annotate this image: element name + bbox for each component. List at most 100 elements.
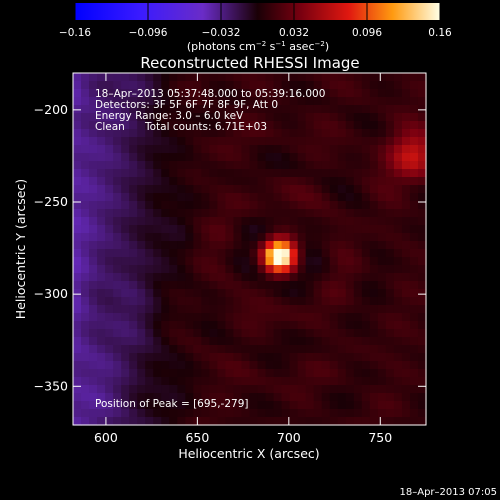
heatmap-cell <box>305 417 315 426</box>
heatmap-cell <box>385 241 395 250</box>
heatmap-cell <box>113 345 122 354</box>
heatmap-cell <box>257 313 267 322</box>
heatmap-cell <box>121 361 130 370</box>
heatmap-cell <box>105 353 114 362</box>
heatmap-cell <box>297 337 307 346</box>
heatmap-cell <box>289 249 299 258</box>
heatmap-cell <box>153 361 162 370</box>
heatmap-cell <box>361 401 371 410</box>
heatmap-cell <box>73 409 82 418</box>
heatmap-cell <box>233 297 243 306</box>
heatmap-cell <box>289 81 299 90</box>
heatmap-cell <box>345 377 355 386</box>
heatmap-cell <box>401 281 411 290</box>
heatmap-cell <box>225 313 235 322</box>
heatmap-cell <box>345 153 355 162</box>
heatmap-cell <box>361 369 371 378</box>
heatmap-cell <box>305 257 315 266</box>
heatmap-cell <box>105 265 114 274</box>
heatmap-cell <box>209 153 219 162</box>
heatmap-cell <box>121 225 130 234</box>
heatmap-cell <box>385 353 395 362</box>
heatmap-cell <box>105 337 114 346</box>
heatmap-cell <box>169 313 178 322</box>
heatmap-cell <box>105 193 114 202</box>
heatmap-cell <box>337 289 347 298</box>
heatmap-cell <box>321 201 331 210</box>
heatmap-cell <box>305 281 315 290</box>
heatmap-cell <box>97 353 106 362</box>
heatmap-cell <box>361 153 371 162</box>
heatmap-cell <box>393 401 403 410</box>
heatmap-cell <box>113 385 122 394</box>
heatmap-cell <box>329 121 339 130</box>
heatmap-cell <box>177 185 186 194</box>
heatmap-cell <box>393 369 403 378</box>
heatmap-cell <box>329 297 339 306</box>
heatmap-cell <box>281 265 291 274</box>
heatmap-cell <box>105 393 114 402</box>
heatmap-cell <box>225 281 235 290</box>
heatmap-cell <box>273 105 283 114</box>
heatmap-cell <box>337 225 347 234</box>
heatmap-cell <box>153 201 162 210</box>
heatmap-cell <box>97 289 106 298</box>
heatmap-cell <box>233 105 243 114</box>
heatmap-cell <box>337 113 347 122</box>
heatmap-cell <box>265 281 275 290</box>
heatmap-cell <box>409 265 419 274</box>
heatmap-cell <box>409 97 419 106</box>
heatmap-cell <box>105 409 114 418</box>
heatmap-cell <box>369 209 379 218</box>
heatmap-cell <box>385 281 395 290</box>
heatmap-cell <box>289 305 299 314</box>
heatmap-cell <box>281 321 291 330</box>
heatmap-cell <box>353 305 363 314</box>
heatmap-cell <box>249 145 259 154</box>
heatmap-cell <box>185 281 194 290</box>
heatmap-cell <box>225 321 235 330</box>
heatmap-cell <box>401 417 411 426</box>
heatmap-cell <box>281 281 291 290</box>
heatmap-cell <box>121 313 130 322</box>
heatmap-cell <box>81 377 90 386</box>
heatmap-cell <box>257 153 267 162</box>
heatmap-cell <box>297 113 307 122</box>
heatmap-cell <box>145 169 154 178</box>
heatmap-cell <box>137 177 146 186</box>
heatmap-cell <box>273 201 283 210</box>
heatmap-cell <box>361 313 371 322</box>
heatmap-cell <box>289 265 299 274</box>
heatmap-cell <box>345 393 355 402</box>
heatmap-cell <box>89 193 98 202</box>
heatmap-cell <box>393 81 403 90</box>
heatmap-cell <box>89 161 98 170</box>
heatmap-cell <box>185 185 194 194</box>
heatmap-cell <box>161 73 170 82</box>
heatmap-cell <box>297 281 307 290</box>
heatmap-cell <box>233 153 243 162</box>
heatmap-cell <box>217 217 227 226</box>
heatmap-cell <box>217 241 227 250</box>
heatmap-cell <box>401 313 411 322</box>
heatmap-cell <box>409 257 419 266</box>
heatmap-cell <box>401 289 411 298</box>
heatmap-cell <box>113 281 122 290</box>
heatmap-cell <box>377 177 387 186</box>
heatmap-cell <box>377 377 387 386</box>
heatmap-cell <box>281 177 291 186</box>
heatmap-cell <box>329 201 339 210</box>
heatmap-cell <box>417 225 427 234</box>
heatmap-cell <box>105 169 114 178</box>
heatmap-cell <box>289 137 299 146</box>
heatmap-cell <box>201 177 210 186</box>
heatmap-cell <box>281 241 291 250</box>
heatmap-cell <box>185 401 194 410</box>
heatmap-cell <box>105 329 114 338</box>
heatmap-cell <box>89 281 98 290</box>
heatmap-cell <box>169 329 178 338</box>
heatmap-cell <box>369 153 379 162</box>
heatmap-cell <box>225 177 235 186</box>
heatmap-cell <box>257 305 267 314</box>
heatmap-cell <box>105 305 114 314</box>
